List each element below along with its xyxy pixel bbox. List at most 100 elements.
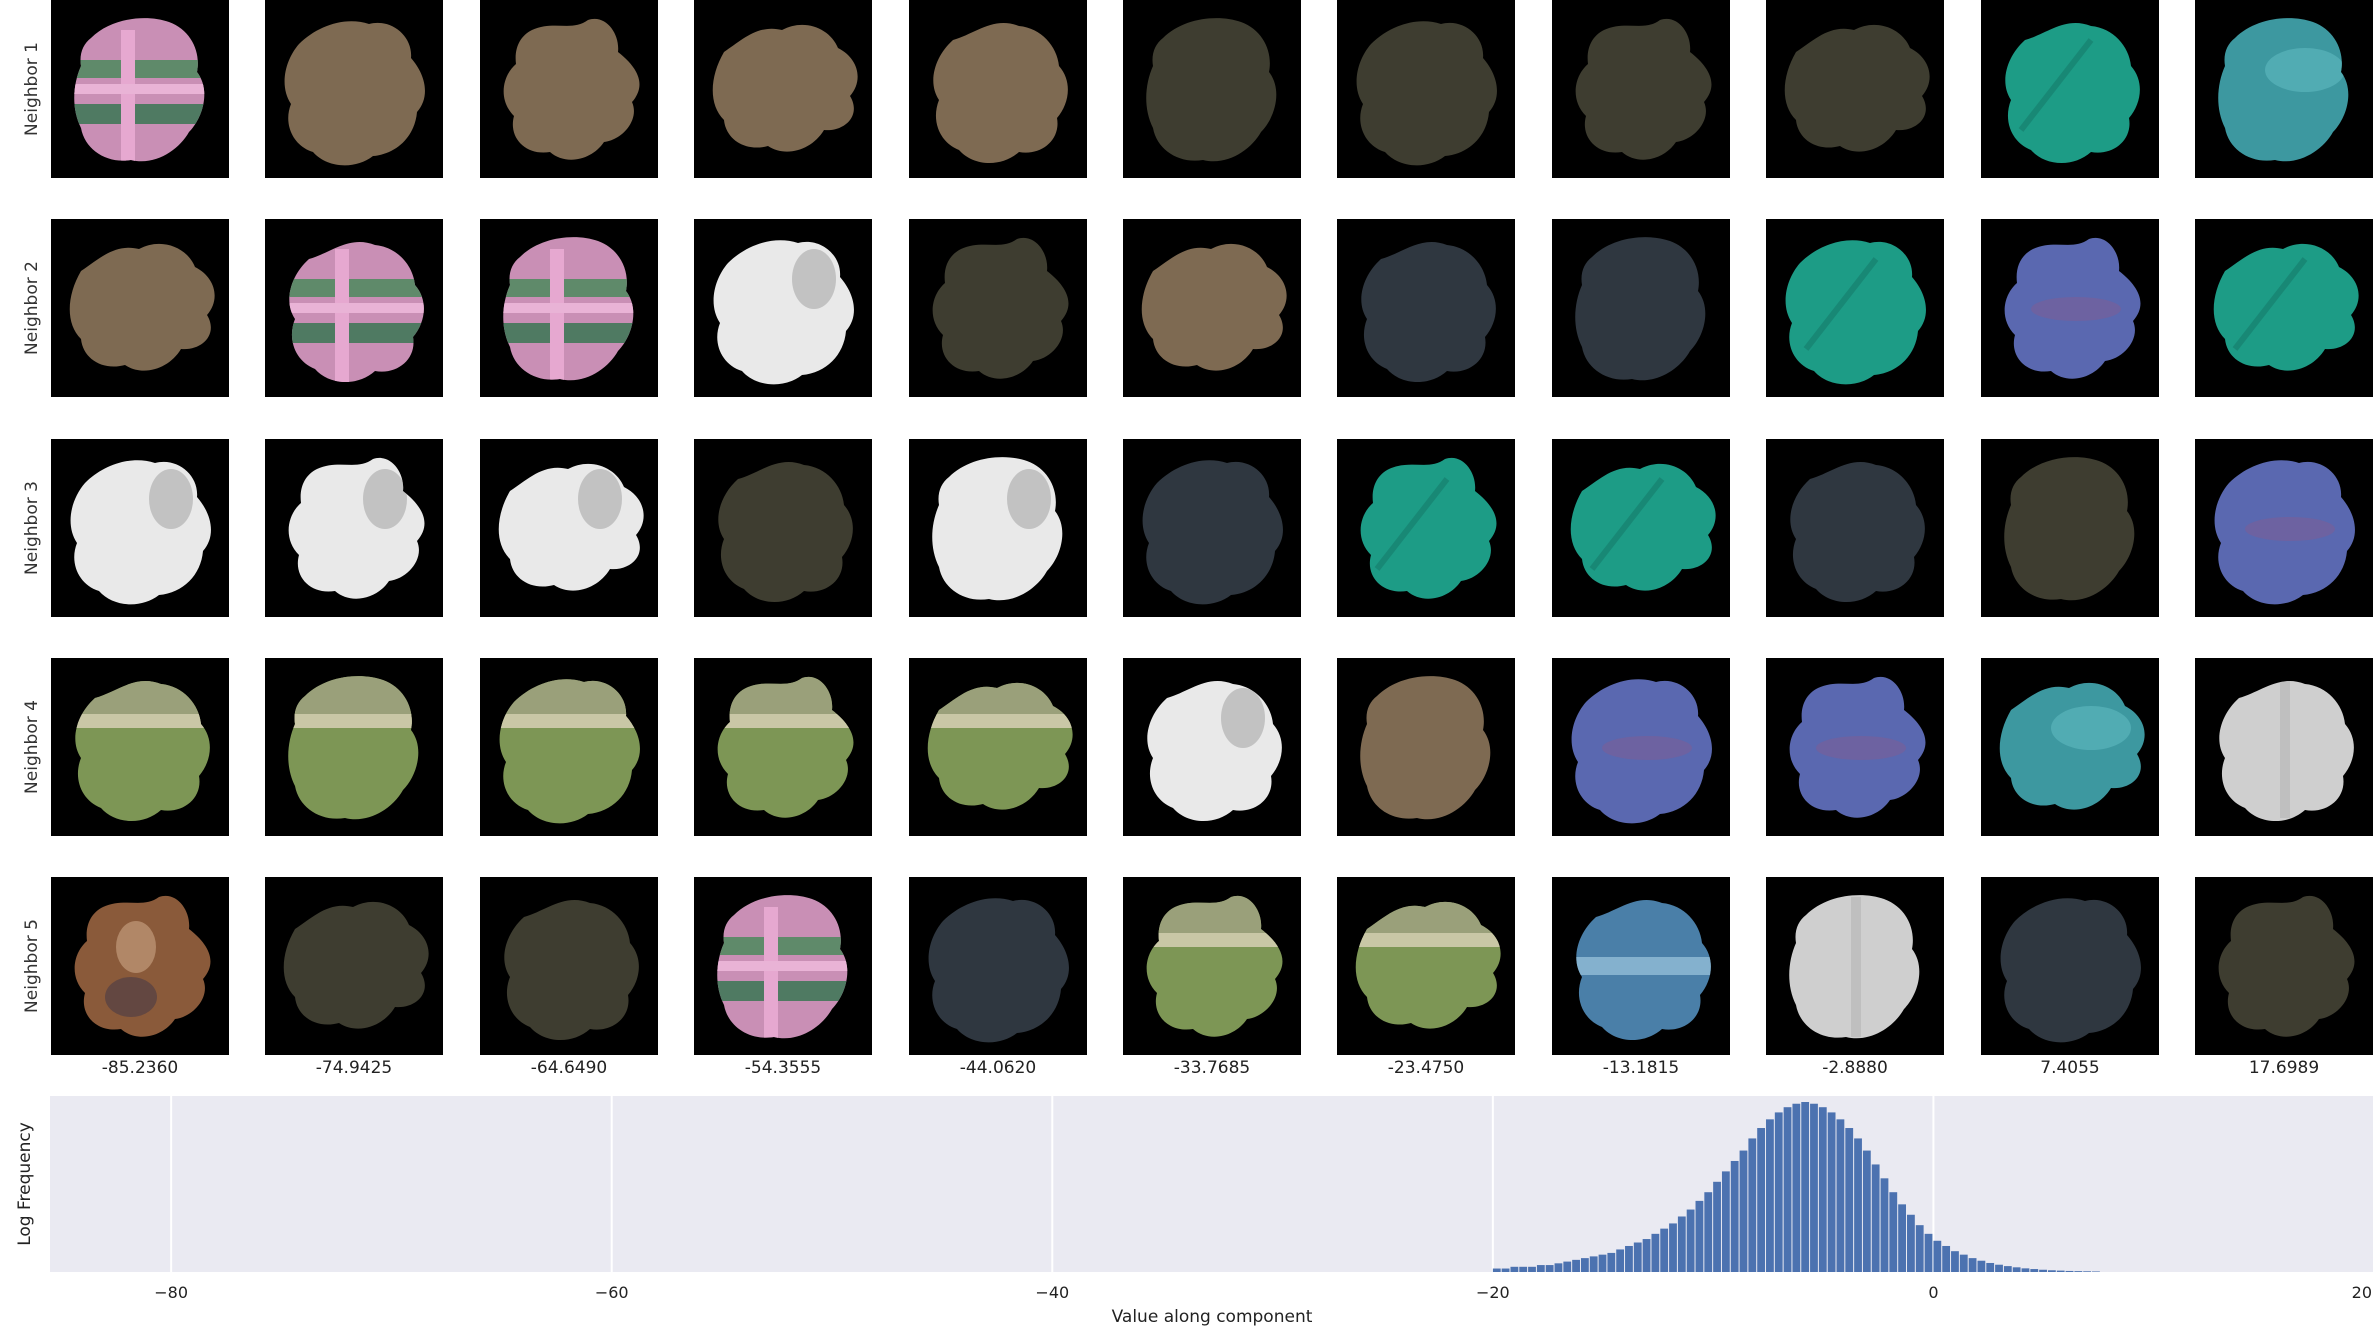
patch-white xyxy=(713,240,854,385)
neighbor-patch xyxy=(2195,219,2373,397)
histogram-bar xyxy=(1545,1265,1554,1272)
neighbor-patch xyxy=(694,0,872,178)
column-value-label: -13.1815 xyxy=(1602,1058,1680,1078)
histogram-bar xyxy=(1880,1178,1889,1272)
histogram-bar xyxy=(1977,1260,1986,1272)
histogram-bar xyxy=(1501,1268,1510,1272)
neighbor-patch xyxy=(909,658,1087,836)
neighbor-patch xyxy=(694,658,872,836)
neighbor-patch xyxy=(51,877,229,1055)
neighbor-patch xyxy=(1337,877,1515,1055)
histogram-bar xyxy=(1924,1233,1933,1272)
patch-teal-blue xyxy=(1999,682,2145,810)
histogram-bar xyxy=(1951,1251,1959,1272)
patch-light-gray xyxy=(2219,681,2354,822)
histogram-bar xyxy=(1713,1181,1721,1272)
histogram-bar xyxy=(1783,1107,1792,1272)
neighbor-patch xyxy=(1337,219,1515,397)
neighbor-patch xyxy=(1981,658,2159,836)
patch-dark-olive xyxy=(718,462,853,603)
neighbor-patch xyxy=(265,0,443,178)
patch-teal xyxy=(2005,23,2140,164)
neighbor-patch xyxy=(1552,658,1730,836)
patch-grass xyxy=(1146,895,1283,1037)
patch-dark-olive xyxy=(1356,21,1497,166)
row-label-text: Neighbor 3 xyxy=(22,481,42,575)
patch-dark-slate xyxy=(928,898,1069,1043)
neighbor-patch xyxy=(2195,877,2373,1055)
neighbor-patch xyxy=(480,0,658,178)
column-value-label: -44.0620 xyxy=(959,1058,1037,1078)
neighbor-patch xyxy=(1123,0,1301,178)
neighbor-patch xyxy=(1981,219,2159,397)
patch-brown xyxy=(1360,676,1491,820)
neighbor-patch xyxy=(51,219,229,397)
neighbor-patch xyxy=(480,219,658,397)
neighbor-patch xyxy=(1123,439,1301,617)
neighbor-patch xyxy=(1766,658,1944,836)
histogram-bar xyxy=(2039,1269,2047,1272)
neighbor-patch xyxy=(2195,0,2373,178)
patch-dark-slate xyxy=(2000,898,2141,1043)
column-value-label: -2.8880 xyxy=(1822,1058,1888,1078)
patch-grass xyxy=(288,676,419,820)
row-label: Neighbor 2 xyxy=(14,219,50,397)
histogram-bar xyxy=(1554,1263,1563,1272)
histogram-bar xyxy=(1510,1266,1519,1272)
patch-grass xyxy=(717,676,854,818)
histogram-bar xyxy=(1889,1192,1898,1272)
patch-white xyxy=(288,457,425,599)
patch-dark-olive xyxy=(1784,24,1930,152)
column-value-label: -74.9425 xyxy=(315,1058,393,1078)
patch-dark-olive xyxy=(1575,18,1712,160)
neighbor-patch xyxy=(480,658,658,836)
histogram-bar xyxy=(1642,1239,1651,1272)
patch-cow-brown xyxy=(74,895,211,1037)
y-axis-label: Log Frequency xyxy=(15,1122,35,1246)
patch-dark-olive xyxy=(932,237,1069,379)
patch-white xyxy=(932,457,1063,601)
column-value-label: -85.2360 xyxy=(101,1058,179,1078)
patch-dark-olive xyxy=(1146,18,1277,162)
neighbor-patch xyxy=(1766,439,1944,617)
patch-grass xyxy=(1355,901,1501,1029)
column-value-label: 7.4055 xyxy=(2040,1058,2100,1078)
patch-white xyxy=(70,460,211,605)
histogram-bar xyxy=(1739,1150,1748,1272)
histogram-bar xyxy=(1959,1254,1968,1272)
row-label: Neighbor 3 xyxy=(14,439,50,617)
histogram-bar xyxy=(1801,1102,1810,1272)
histogram-bar xyxy=(2083,1271,2092,1272)
neighbor-patch xyxy=(1981,877,2159,1055)
histogram-bar xyxy=(1695,1200,1704,1272)
neighbor-patch xyxy=(1552,219,1730,397)
histogram-bar xyxy=(1986,1262,1995,1272)
histogram-bar xyxy=(1827,1112,1836,1272)
neighbor-patch xyxy=(1552,439,1730,617)
patch-white xyxy=(1147,681,1282,822)
neighbor-patch xyxy=(2195,658,2373,836)
neighbor-patch xyxy=(694,439,872,617)
plot-background xyxy=(50,1096,2374,1272)
neighbor-patch xyxy=(909,0,1087,178)
x-tick-label: −40 xyxy=(1035,1283,1069,1302)
histogram-bar xyxy=(1871,1164,1880,1272)
patch-teal-blue xyxy=(2218,18,2349,162)
histogram-bar xyxy=(2021,1268,2030,1272)
neighbor-patch xyxy=(480,439,658,617)
histogram-bar xyxy=(1492,1268,1501,1272)
neighbor-patch xyxy=(51,658,229,836)
neighbor-patch xyxy=(2195,439,2373,617)
histogram-bar xyxy=(1625,1245,1633,1272)
histogram-bar xyxy=(1810,1103,1818,1272)
column-value-label: -64.6490 xyxy=(530,1058,608,1078)
patch-grass xyxy=(499,679,640,824)
histogram-bars xyxy=(1492,1102,2100,1272)
neighbor-patch xyxy=(694,219,872,397)
histogram-bar xyxy=(1730,1160,1739,1272)
neighbor-patch xyxy=(265,439,443,617)
row-label-text: Neighbor 2 xyxy=(22,261,42,355)
patch-blue-purple xyxy=(2004,237,2141,379)
histogram-bar xyxy=(1845,1128,1854,1272)
histogram-bar xyxy=(1686,1209,1695,1272)
